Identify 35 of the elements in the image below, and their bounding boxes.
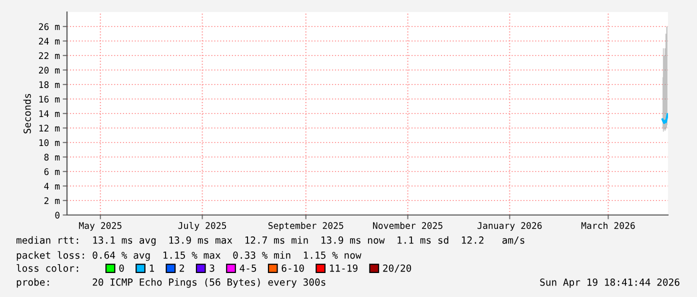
legend-label: 0 bbox=[119, 264, 124, 272]
text: median rtt: 13.1 ms avg 13.9 ms max 12.7 ms min 13.9 ms now 1.1 ms sd 12.2 am/s bbox=[16, 236, 524, 246]
y-tick-label: 12 m bbox=[39, 124, 60, 132]
x-tick-label: January 2026 bbox=[478, 222, 542, 231]
legend-label: 20/20 bbox=[383, 264, 412, 273]
y-tick-label: 0 bbox=[55, 212, 60, 219]
y-tick-label: 8 m bbox=[44, 154, 60, 161]
legend-title: loss color: bbox=[16, 264, 78, 272]
x-tick-label: July 2025 bbox=[178, 222, 226, 231]
legend-label: 1 bbox=[150, 264, 154, 272]
legend-label: 4-5 bbox=[240, 264, 256, 272]
line-series bbox=[661, 113, 668, 124]
y-tick-label: 4 m bbox=[44, 182, 60, 190]
y-tick-label: 22 m bbox=[38, 52, 60, 59]
x-tick-label: March 2026 bbox=[581, 222, 635, 229]
y-tick-label: 6 m bbox=[44, 168, 60, 176]
legend-label: 3 bbox=[210, 264, 214, 272]
y-tick-label: 24 m bbox=[38, 38, 60, 44]
y-tick-label: 14 m bbox=[39, 110, 60, 117]
legend-label: 2 bbox=[180, 264, 184, 272]
x-tick-label: September 2025 bbox=[268, 222, 344, 231]
y-tick-label: 20 m bbox=[38, 66, 60, 74]
y-tick-label: 10 m bbox=[39, 139, 60, 146]
y-tick-label: 2 m bbox=[44, 197, 60, 204]
text: Sun Apr 19 18:41:44 2026 bbox=[540, 278, 680, 288]
legend-label: 11-19 bbox=[330, 264, 358, 272]
y-tick-label: 26 m bbox=[38, 23, 60, 30]
y-tick-label: 18 m bbox=[39, 81, 60, 88]
y-tick-label: 16 m bbox=[39, 96, 60, 103]
text: packet loss: 0.64 % avg 1.15 % max 0.33 % min 1.15 % now bbox=[16, 251, 362, 261]
legend-label: 6-10 bbox=[282, 264, 304, 272]
x-tick-label: May 2025 bbox=[79, 222, 122, 231]
x-tick-label: November 2025 bbox=[373, 222, 442, 229]
text: probe: 20 ICMP Echo Pings (56 Bytes) every 300s bbox=[16, 278, 326, 288]
y-axis-title: Seconds bbox=[23, 94, 31, 134]
